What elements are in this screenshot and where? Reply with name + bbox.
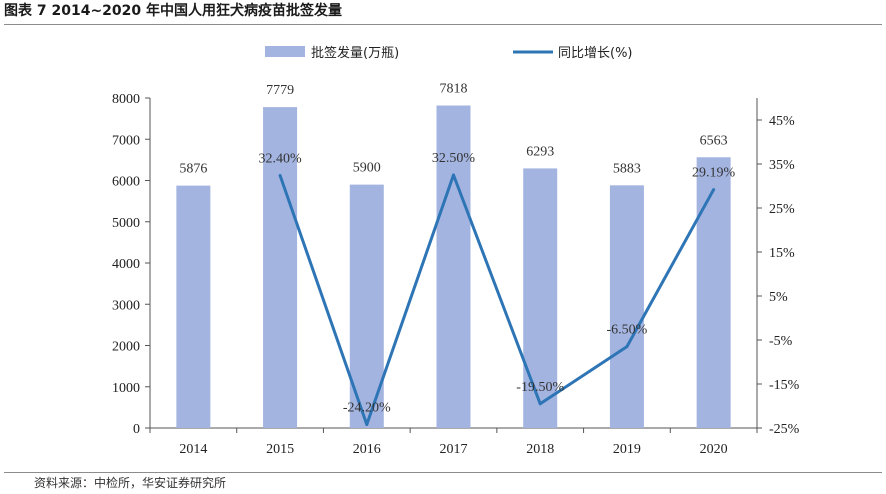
growth-value-label: 32.40%: [258, 151, 302, 166]
y-right-tick-label: 25%: [769, 202, 795, 217]
growth-point: [712, 188, 716, 192]
y-left-tick-label: 8000: [112, 92, 140, 107]
bar-value-label: 7779: [266, 83, 294, 98]
bar: [696, 157, 731, 428]
bar-value-label: 7818: [440, 82, 468, 97]
x-tick-label: 2014: [179, 442, 207, 457]
y-right-tick-label: 5%: [769, 290, 788, 305]
growth-point: [278, 173, 282, 177]
y-right-tick-label: 35%: [769, 158, 795, 173]
bar-value-label: 6563: [700, 133, 728, 148]
growth-point: [625, 345, 629, 349]
y-right-tick-label: 45%: [769, 114, 795, 129]
bar: [176, 185, 211, 428]
growth-value-label: 32.50%: [432, 151, 476, 166]
chart-title: 图表 7 2014~2020 年中国人用狂犬病疫苗批签发量: [4, 2, 882, 25]
growth-point: [452, 173, 455, 177]
bar-value-label: 6293: [526, 144, 554, 159]
x-tick-label: 2015: [266, 442, 294, 457]
growth-point: [365, 422, 369, 426]
growth-value-label: -19.50%: [516, 380, 564, 395]
x-tick-label: 2020: [700, 442, 728, 457]
x-tick-label: 2019: [613, 442, 641, 457]
growth-value-label: -6.50%: [607, 323, 648, 338]
x-tick-label: 2018: [526, 442, 554, 457]
y-right-tick-label: -15%: [769, 378, 800, 393]
bar: [436, 105, 471, 428]
y-left-tick-label: 5000: [112, 216, 140, 231]
bar: [523, 168, 558, 428]
y-left-tick-label: 6000: [112, 175, 140, 190]
bar-value-label: 5876: [179, 162, 207, 177]
bar-value-label: 5900: [353, 161, 381, 176]
x-tick-label: 2017: [440, 442, 468, 457]
legend-bar-swatch: [265, 46, 305, 57]
y-left-tick-label: 7000: [112, 133, 140, 148]
growth-value-label: 29.19%: [692, 166, 736, 181]
x-tick-label: 2016: [353, 442, 381, 457]
y-left-tick-label: 2000: [112, 340, 140, 355]
source-note: 资料来源：中检所，华安证券研究所: [4, 472, 882, 492]
growth-value-label: -24.20%: [343, 400, 391, 415]
y-left-tick-label: 0: [133, 422, 140, 437]
y-right-tick-label: -5%: [769, 334, 793, 349]
y-right-tick-label: 15%: [769, 246, 795, 261]
growth-point: [538, 402, 542, 406]
y-left-tick-label: 1000: [112, 381, 140, 396]
y-right-tick-label: -25%: [769, 422, 800, 437]
legend-bar-label: 批签发量(万瓶): [311, 45, 399, 61]
bar: [263, 107, 298, 429]
bar-value-label: 5883: [613, 161, 641, 176]
bar: [609, 185, 644, 428]
y-left-tick-label: 3000: [112, 298, 140, 313]
legend-line-label: 同比增长(%): [558, 46, 633, 61]
growth-line: [278, 173, 715, 426]
y-left-tick-label: 4000: [112, 257, 140, 272]
